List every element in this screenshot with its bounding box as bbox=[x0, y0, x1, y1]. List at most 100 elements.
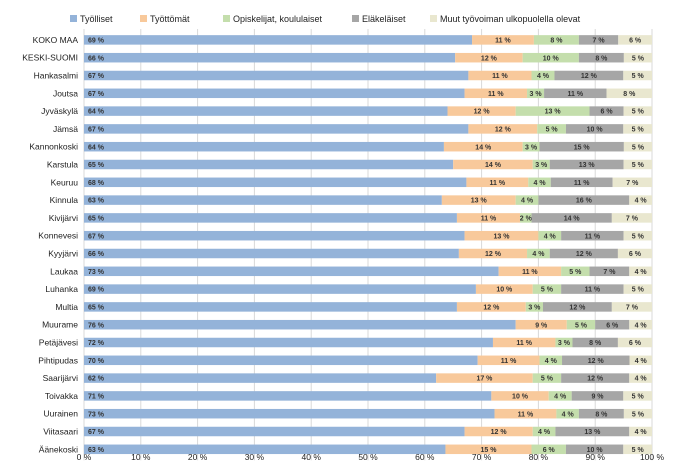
bar-segment-muut-tyovoiman-ulkopuolella-olevat bbox=[629, 355, 652, 366]
data-label: 7 % bbox=[626, 180, 639, 187]
data-label: 3 % bbox=[525, 144, 538, 151]
bar-segment-muut-tyovoiman-ulkopuolella-olevat bbox=[629, 195, 652, 205]
bar-segment-tyolliset bbox=[84, 302, 457, 312]
bar-segment-tyottomat bbox=[475, 284, 533, 294]
bar-segment-elakelaiset bbox=[578, 408, 624, 419]
data-label: 12 % bbox=[485, 251, 502, 258]
bar-segment-tyolliset bbox=[84, 124, 469, 134]
data-label: 13 % bbox=[545, 109, 562, 116]
bar-segment-muut-tyovoiman-ulkopuolella-olevat bbox=[623, 408, 652, 419]
category-label: Pihtipudas bbox=[38, 355, 78, 365]
bar-segment-tyolliset bbox=[84, 70, 469, 81]
category-label: Kannonkoski bbox=[29, 142, 78, 152]
data-label: 3 % bbox=[530, 91, 543, 98]
data-label: 14 % bbox=[564, 216, 581, 223]
bar-segment-tyottomat bbox=[447, 106, 516, 116]
bar-segment-tyolliset bbox=[84, 391, 492, 401]
data-label: 73 % bbox=[88, 269, 105, 276]
x-tick-label: 40 % bbox=[302, 452, 322, 462]
bar-segment-muut-tyovoiman-ulkopuolella-olevat bbox=[623, 52, 652, 63]
data-label: 12 % bbox=[576, 251, 593, 258]
bar-segment-tyottomat bbox=[477, 355, 540, 366]
data-label: 13 % bbox=[579, 162, 596, 169]
bar-segment-tyolliset bbox=[84, 159, 454, 170]
bar-segment-tyottomat bbox=[458, 248, 528, 259]
category-label: Hankasalmi bbox=[34, 71, 79, 81]
data-label: 12 % bbox=[474, 109, 491, 116]
bar-segment-opiskelijat-koululaiset bbox=[515, 106, 590, 116]
data-label: 63 % bbox=[88, 447, 105, 454]
data-label: 3 % bbox=[528, 305, 541, 312]
bar-segment-tyolliset bbox=[84, 408, 495, 419]
bar-segment-tyolliset bbox=[84, 106, 448, 116]
data-label: 65 % bbox=[88, 216, 105, 223]
legend-swatch bbox=[70, 15, 77, 22]
data-label: 8 % bbox=[589, 340, 602, 347]
bar-segment-elakelaiset bbox=[578, 52, 624, 63]
data-label: 11 % bbox=[585, 287, 601, 294]
bar-segment-opiskelijat-koululaiset bbox=[556, 408, 579, 419]
bar-segment-tyottomat bbox=[464, 426, 533, 437]
data-label: 8 % bbox=[550, 38, 563, 45]
data-label: 4 % bbox=[635, 358, 648, 365]
bar-segment-tyottomat bbox=[492, 337, 556, 348]
data-label: 7 % bbox=[593, 38, 606, 45]
bar-segment-tyolliset bbox=[84, 373, 437, 383]
legend-label: Työlliset bbox=[80, 14, 113, 24]
data-label: 67 % bbox=[88, 73, 105, 80]
bar-segment-muut-tyovoiman-ulkopuolella-olevat bbox=[629, 373, 652, 383]
bar-segment-tyottomat bbox=[464, 230, 539, 241]
category-label: Kyyjärvi bbox=[48, 249, 78, 259]
data-label: 65 % bbox=[88, 305, 105, 312]
data-label: 6 % bbox=[629, 251, 642, 258]
bar-segment-elakelaiset bbox=[565, 444, 624, 455]
bar-segment-muut-tyovoiman-ulkopuolella-olevat bbox=[617, 248, 652, 259]
bar-segment-opiskelijat-koululaiset bbox=[525, 302, 543, 312]
data-label: 67 % bbox=[88, 91, 105, 98]
data-label: 5 % bbox=[632, 411, 645, 418]
bar-segment-tyolliset bbox=[84, 52, 456, 63]
legend-label: Työttömät bbox=[150, 14, 190, 24]
bar-segment-opiskelijat-koululaiset bbox=[566, 319, 596, 330]
bar-segment-elakelaiset bbox=[544, 88, 607, 99]
legend-item-muut-tyovoiman-ulkopuolella-olevat: Muut työvoiman ulkopuolella olevat bbox=[430, 14, 581, 24]
data-label: 12 % bbox=[587, 376, 604, 383]
bar-segment-elakelaiset bbox=[555, 426, 630, 437]
data-label: 12 % bbox=[481, 55, 498, 62]
data-label: 8 % bbox=[595, 411, 608, 418]
bar-segment-tyottomat bbox=[464, 88, 528, 99]
legend-item-opiskelijat-koululaiset: Opiskelijat, koululaiset bbox=[223, 14, 323, 24]
bar-segment-muut-tyovoiman-ulkopuolella-olevat bbox=[623, 159, 652, 170]
data-label: 76 % bbox=[88, 322, 105, 329]
data-label: 6 % bbox=[629, 340, 642, 347]
category-label: Viitasaari bbox=[43, 427, 78, 437]
category-label: Laukaa bbox=[50, 266, 78, 276]
legend-item-tyottomat: Työttömät bbox=[140, 14, 190, 24]
data-label: 64 % bbox=[88, 109, 105, 116]
data-label: 5 % bbox=[541, 287, 554, 294]
bar-segment-tyottomat bbox=[466, 177, 529, 188]
data-label: 13 % bbox=[584, 429, 601, 436]
bar-segment-opiskelijat-koululaiset bbox=[561, 266, 590, 277]
data-label: 67 % bbox=[88, 233, 105, 240]
x-tick-label: 30 % bbox=[245, 452, 265, 462]
bar-segment-opiskelijat-koululaiset bbox=[548, 391, 572, 401]
bars: 69 % 11 % 8 % 7 % 6 % 66 % 12 % 10 % 8 % 5 % 67 % 1… bbox=[84, 35, 652, 455]
bar-segment-tyottomat bbox=[491, 391, 549, 401]
x-tick-label: 90 % bbox=[586, 452, 606, 462]
data-label: 70 % bbox=[88, 358, 105, 365]
legend-swatch bbox=[140, 15, 147, 22]
data-label: 11 % bbox=[490, 180, 506, 187]
bar-segment-opiskelijat-koululaiset bbox=[531, 70, 555, 81]
bar-segment-muut-tyovoiman-ulkopuolella-olevat bbox=[623, 284, 652, 294]
x-tick-label: 0 % bbox=[77, 452, 92, 462]
data-label: 15 % bbox=[574, 144, 591, 151]
category-label: Jämsä bbox=[53, 124, 78, 134]
data-label: 64 % bbox=[88, 144, 105, 151]
bar-segment-elakelaiset bbox=[561, 230, 624, 241]
bar-segment-tyolliset bbox=[84, 337, 493, 348]
data-label: 13 % bbox=[493, 233, 510, 240]
bar-segment-muut-tyovoiman-ulkopuolella-olevat bbox=[623, 444, 652, 455]
category-label: Konnevesi bbox=[38, 231, 78, 241]
bar-segment-tyolliset bbox=[84, 141, 444, 152]
